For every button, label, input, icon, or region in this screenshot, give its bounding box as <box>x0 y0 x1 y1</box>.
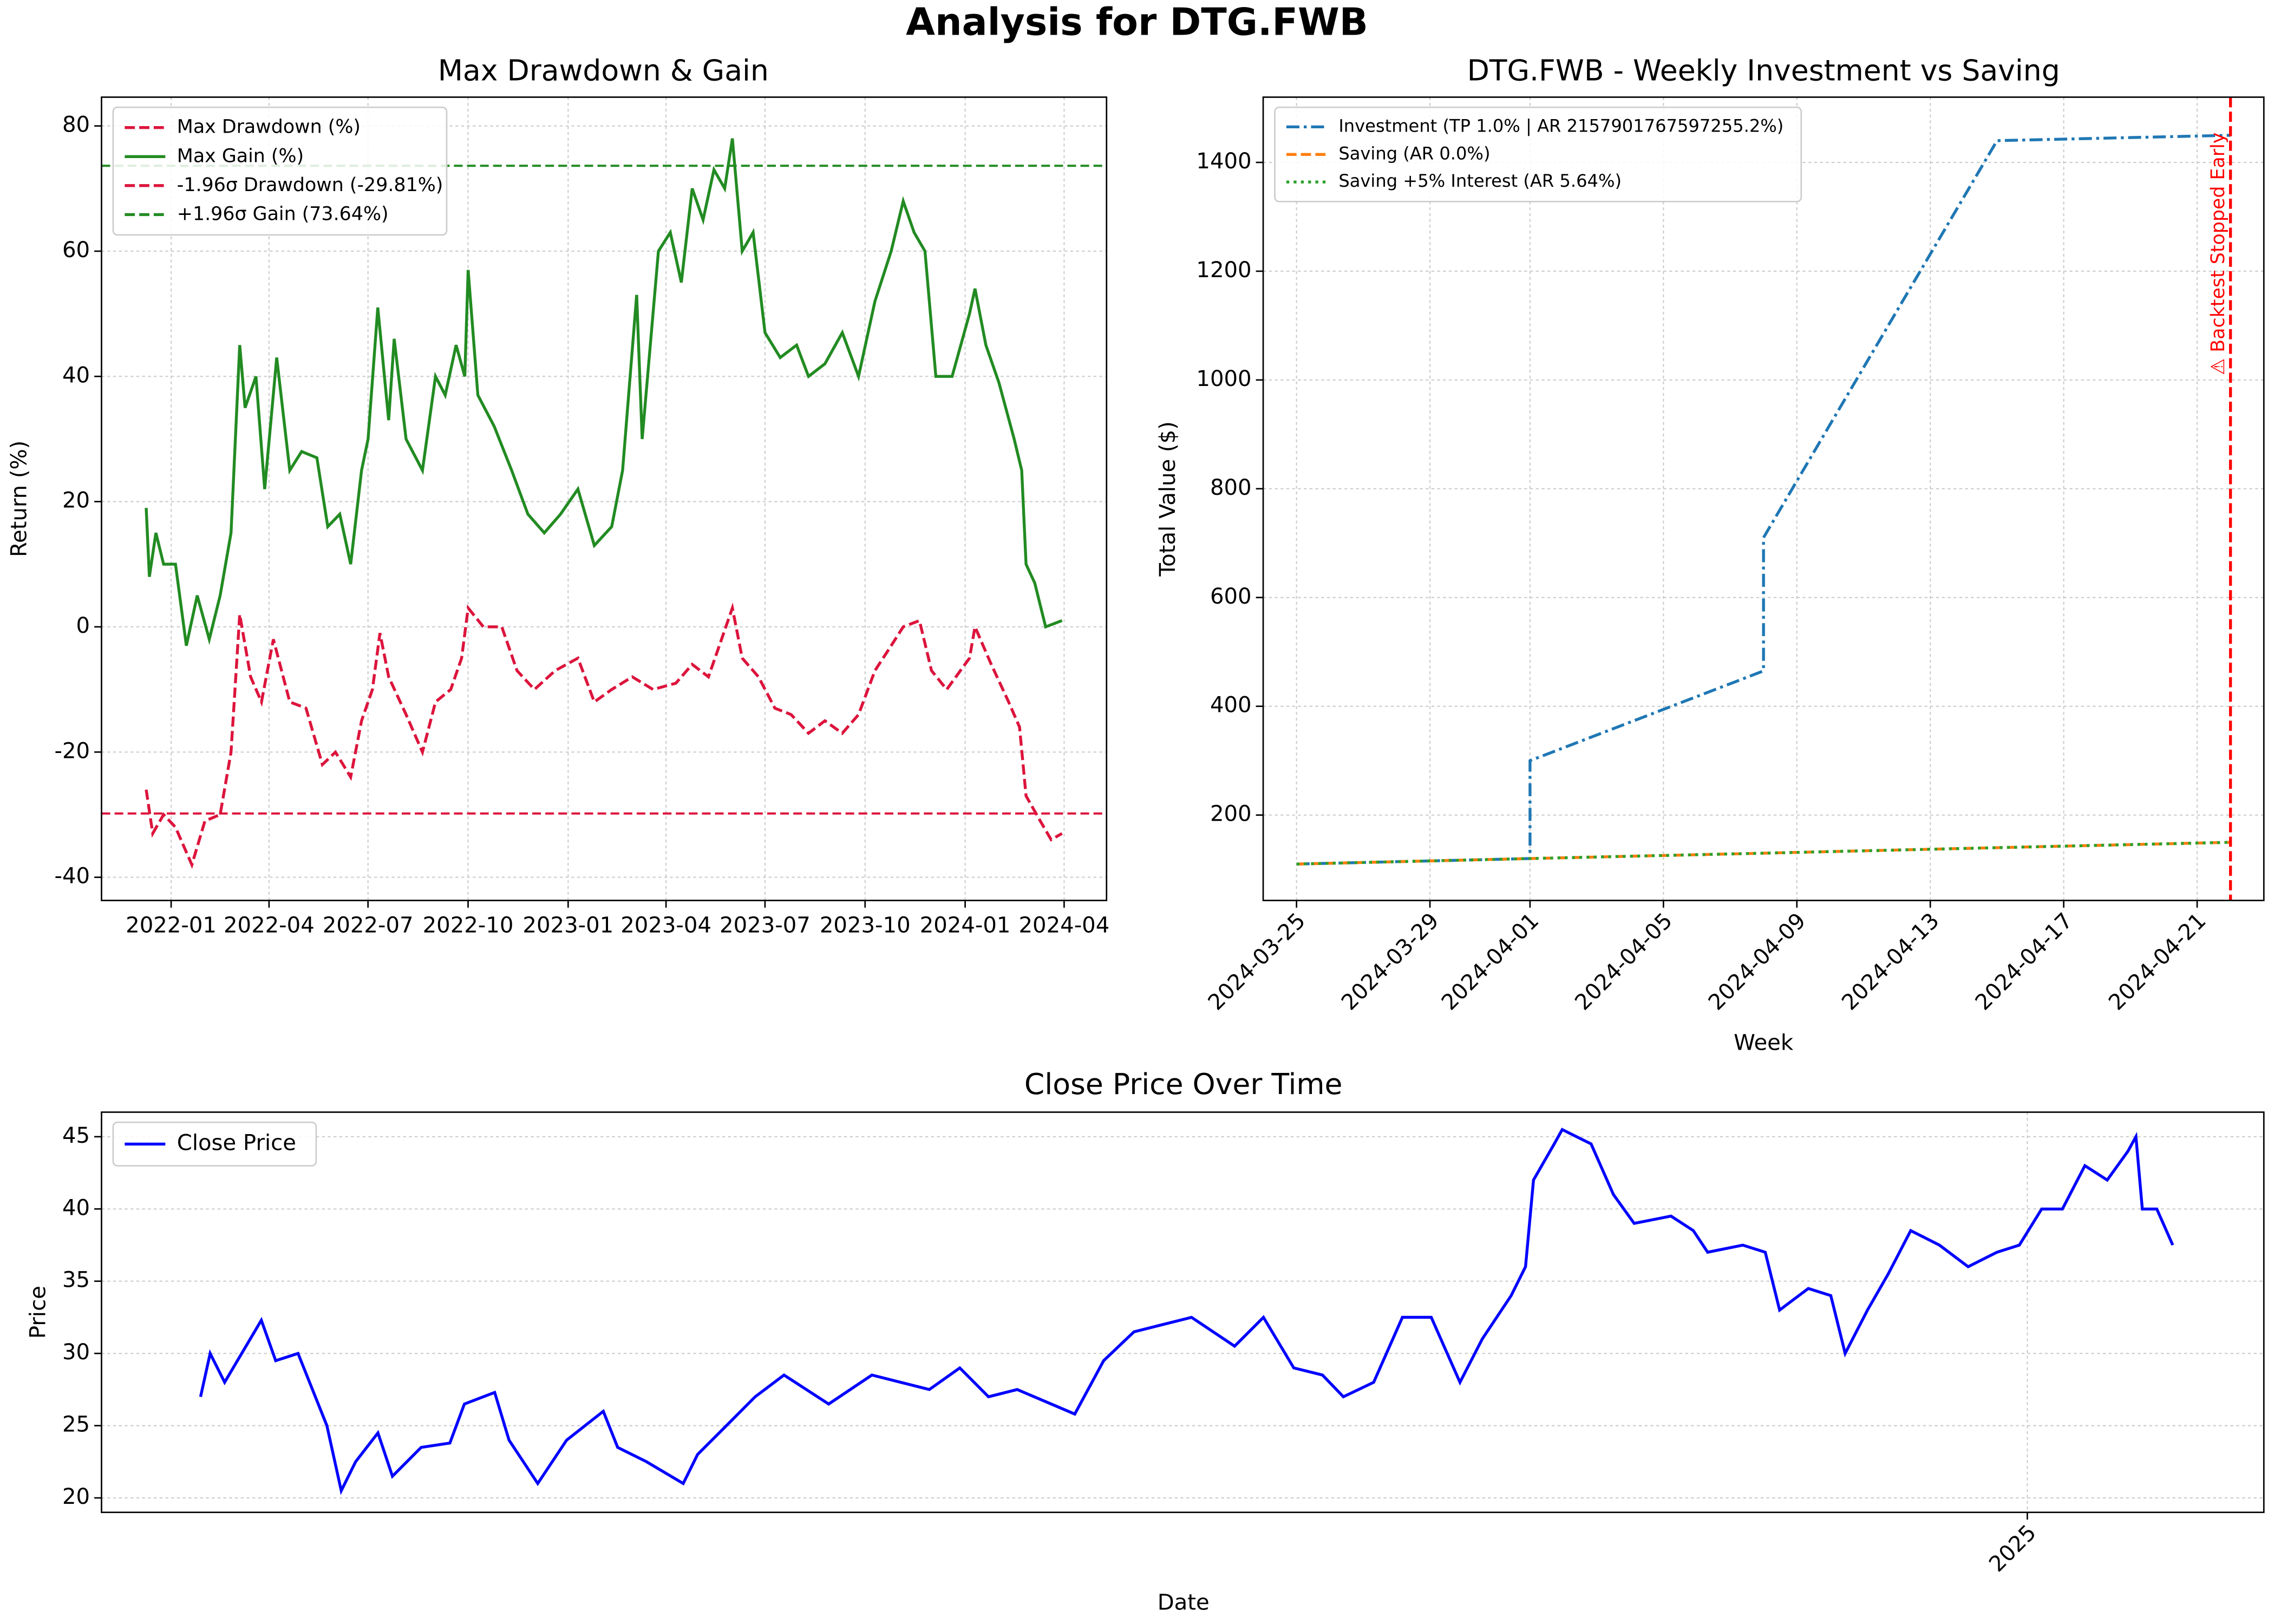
legend-label: Max Drawdown (%) <box>177 116 361 138</box>
y-tick-label: 1200 <box>1196 258 1251 283</box>
legend-label: Investment (TP 1.0% | AR 215790176759725… <box>1338 115 1783 136</box>
x-tick-label: 2023-01 <box>522 913 613 938</box>
y-tick-label: 600 <box>1210 584 1252 609</box>
y-axis-label: Return (%) <box>7 441 32 558</box>
y-tick-label: 20 <box>62 1484 90 1509</box>
legend-box <box>112 1121 317 1167</box>
y-tick-label: 35 <box>62 1268 90 1293</box>
legend: Investment (TP 1.0% | AR 215790176759725… <box>1274 106 1802 202</box>
y-tick-label: 40 <box>62 1195 90 1220</box>
subplot: Max Drawdown & Gain Return (%) -40 -20 0 20 40… <box>7 54 1110 938</box>
y-tick-label: 25 <box>62 1412 90 1437</box>
y-tick-label: 30 <box>62 1340 90 1365</box>
y-tick-label: 0 <box>76 613 90 638</box>
y-tick-label: 20 <box>62 488 90 513</box>
x-axis-label: Date <box>1158 1590 1210 1615</box>
legend-label: -1.96σ Drawdown (-29.81%) <box>177 174 443 196</box>
y-tick-label: 200 <box>1210 802 1252 827</box>
x-tick-label: 2022-04 <box>224 913 315 938</box>
x-tick-label: 2024-04 <box>1019 913 1110 938</box>
legend: Close Price <box>112 1121 317 1167</box>
legend-label: Close Price <box>177 1130 296 1155</box>
x-tick-label: 2023-10 <box>820 913 911 938</box>
stop-label: ⚠ Backtest Stopped Early <box>2207 133 2229 375</box>
y-tick-label: 60 <box>62 238 90 263</box>
x-tick-label: 2022-07 <box>323 913 414 938</box>
x-tick-label: 2023-04 <box>620 913 711 938</box>
y-tick-label: 800 <box>1210 475 1252 500</box>
data-line <box>145 602 1063 869</box>
y-tick-label: 1400 <box>1196 149 1251 174</box>
legend-label: Saving +5% Interest (AR 5.64%) <box>1338 171 1622 191</box>
y-tick-label: -40 <box>54 864 90 889</box>
x-tick-label: 2022-10 <box>423 913 514 938</box>
y-tick-label: 40 <box>62 363 90 388</box>
data-line <box>1296 841 2231 866</box>
legend-label: Max Gain (%) <box>177 145 304 167</box>
y-tick-label: 1000 <box>1196 366 1251 391</box>
x-tick-label: 2022-01 <box>126 913 217 938</box>
legend: Max Drawdown (%) Max Gain (%) -1.96σ Drawd… <box>112 106 448 236</box>
plot-frame <box>101 1111 2265 1514</box>
chart-title: Max Drawdown & Gain <box>438 54 769 88</box>
chart-title: Close Price Over Time <box>1024 1067 1343 1101</box>
y-axis-label: Total Value ($) <box>1155 421 1180 577</box>
x-axis-label: Week <box>1734 1031 1794 1056</box>
chart-title: DTG.FWB - Weekly Investment vs Saving <box>1467 54 2060 88</box>
x-tick-label: 2023-07 <box>720 913 811 938</box>
legend-label: +1.96σ Gain (73.64%) <box>177 203 389 225</box>
data-line <box>199 1128 2174 1495</box>
legend-label: Saving (AR 0.0%) <box>1338 143 1490 163</box>
legend-box <box>1274 106 1802 202</box>
plot-frame <box>1262 96 2265 901</box>
y-tick-label: 80 <box>62 113 90 137</box>
figure-title: Analysis for DTG.FWB <box>906 1 1368 44</box>
x-tick-label: 2024-01 <box>920 913 1011 938</box>
legend-box <box>112 106 448 236</box>
y-tick-label: -20 <box>54 738 90 763</box>
plot-frame <box>101 96 1108 901</box>
data-line <box>145 138 1063 646</box>
y-tick-label: 45 <box>62 1123 90 1148</box>
y-axis-label: Price <box>25 1286 50 1339</box>
y-tick-label: 400 <box>1210 693 1252 718</box>
